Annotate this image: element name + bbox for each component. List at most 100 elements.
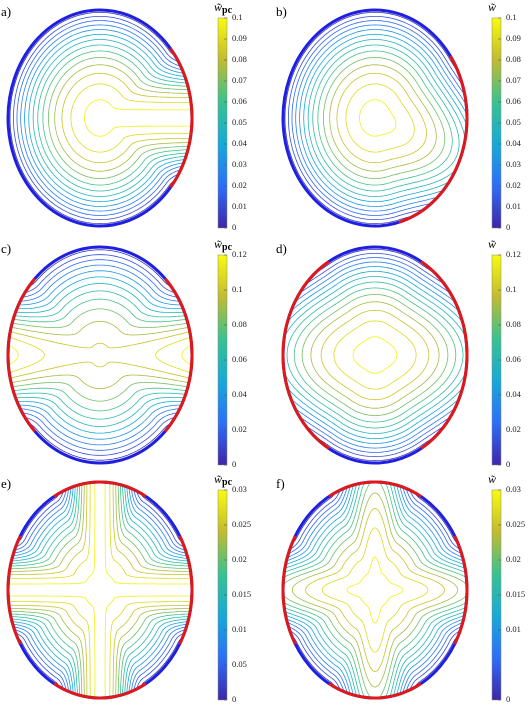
contours bbox=[283, 482, 467, 698]
contour-line bbox=[8, 482, 192, 698]
colorbar-tick-label: 0.09 bbox=[506, 33, 521, 43]
boundary-supported bbox=[53, 480, 147, 498]
colorbar-title: w̃pc bbox=[214, 472, 233, 489]
contour-line bbox=[346, 556, 404, 624]
contour-line bbox=[8, 482, 192, 698]
colorbar-symbol: w̃ bbox=[488, 0, 496, 14]
boundary-clamped bbox=[6, 8, 194, 228]
colorbar-tick-label: 0.02 bbox=[232, 180, 247, 190]
colorbar-tick-label: 0.07 bbox=[506, 75, 521, 85]
colorbar-tick-label: 0.04 bbox=[506, 389, 522, 399]
colorbar-tick-label: 0.04 bbox=[232, 138, 248, 148]
contour-line bbox=[288, 15, 467, 220]
colorbar-tick-label: 0.025 bbox=[506, 519, 525, 529]
contour-line bbox=[307, 39, 466, 197]
contour-line bbox=[283, 482, 467, 698]
contour-line bbox=[283, 261, 467, 449]
contour-line bbox=[24, 29, 192, 207]
contour-line bbox=[301, 294, 449, 416]
colorbar-tick-label: 0.025 bbox=[232, 519, 251, 529]
contour-line bbox=[8, 270, 192, 440]
boundary-supported bbox=[169, 47, 194, 189]
colorbar-tick-label: 0 bbox=[506, 459, 510, 469]
panel: d) w̃ 0 0.02 0.04 0.06 0.08 0.1 0.12 bbox=[276, 237, 522, 469]
contour-line bbox=[16, 20, 192, 216]
colorbar-tick-label: 0.04 bbox=[232, 389, 248, 399]
colorbar-tick-label: 0.1 bbox=[232, 284, 243, 294]
colorbar-tick-label: 0.02 bbox=[506, 554, 521, 564]
boundary-supported bbox=[53, 682, 147, 700]
colorbar-tick-label: 0 bbox=[232, 694, 236, 704]
contour-line bbox=[42, 50, 192, 186]
colorbar-tick-label: 0.03 bbox=[232, 484, 247, 494]
panel: f) w̃ 0 0.01 0.015 0.02 0.025 0.03 bbox=[276, 472, 525, 704]
contour-line bbox=[283, 270, 467, 440]
contour-line bbox=[283, 482, 467, 698]
colorbar-tick-label: 0.06 bbox=[506, 96, 521, 106]
contour-line bbox=[8, 482, 192, 698]
panel: e) w̃pc 0 0.05 0.01 0.015 0.02 0.025 0.03 bbox=[1, 472, 251, 704]
contour-line bbox=[352, 336, 398, 374]
colorbar-tick-label: 0.01 bbox=[506, 624, 521, 634]
contour-line bbox=[8, 290, 192, 420]
boundary-supported bbox=[398, 55, 469, 224]
colorbar-tick-label: 0.07 bbox=[232, 75, 247, 85]
contours bbox=[8, 249, 192, 461]
contour-line bbox=[8, 308, 192, 402]
contour-line bbox=[8, 259, 192, 451]
panel-label: d) bbox=[276, 241, 287, 256]
colorbar-tick-label: 0 bbox=[506, 694, 510, 704]
contour-line bbox=[312, 44, 460, 192]
contour-line bbox=[8, 482, 192, 698]
colorbar-subscript: pc bbox=[222, 242, 233, 253]
colorbar-tick-label: 0.015 bbox=[506, 589, 525, 599]
contour-line bbox=[293, 287, 457, 423]
panel-label: e) bbox=[1, 476, 11, 491]
colorbar-tick-label: 0.01 bbox=[506, 201, 521, 211]
boundary-clamped bbox=[281, 480, 469, 700]
boundary-supported bbox=[6, 277, 37, 433]
colorbar-tick-label: 0.12 bbox=[232, 249, 247, 259]
contour-line bbox=[321, 527, 429, 653]
contour-line bbox=[8, 482, 192, 698]
contour-line bbox=[9, 11, 192, 225]
colorbar-tick-label: 0.08 bbox=[506, 54, 521, 64]
boundary-supported bbox=[178, 535, 194, 645]
contour-line bbox=[8, 482, 192, 698]
colorbar-tick-label: 0.03 bbox=[506, 484, 521, 494]
contour-line bbox=[283, 482, 467, 698]
colorbar-symbol: w̃ bbox=[488, 472, 496, 486]
contour-line bbox=[8, 320, 192, 390]
colorbar-tick-label: 0.08 bbox=[232, 319, 247, 329]
colorbar-tick-label: 0.12 bbox=[506, 249, 521, 259]
colorbar-tick-label: 0.06 bbox=[506, 354, 521, 364]
colorbar-symbol: w̃ bbox=[214, 472, 222, 486]
colorbar-title: w̃pc bbox=[214, 0, 233, 16]
contour-line bbox=[8, 482, 192, 698]
contour-line bbox=[8, 482, 192, 698]
contours bbox=[8, 482, 192, 698]
contour-line bbox=[317, 50, 453, 186]
panel-label: a) bbox=[1, 4, 11, 19]
contour-line bbox=[8, 482, 192, 698]
contour-line bbox=[283, 257, 467, 453]
contour-line bbox=[283, 482, 467, 698]
contour-line bbox=[336, 72, 427, 164]
contour-line bbox=[8, 276, 192, 434]
contour-line bbox=[295, 24, 467, 212]
colorbar-tick-label: 0 bbox=[506, 222, 510, 232]
contour-line bbox=[8, 329, 192, 381]
colorbar-tick-label: 0.02 bbox=[506, 180, 521, 190]
colorbar-title: w̃ bbox=[488, 472, 496, 486]
colorbar-tick-label: 0.02 bbox=[232, 554, 247, 564]
colorbar-tick-label: 0.01 bbox=[232, 624, 247, 634]
colorbar-subscript: pc bbox=[222, 5, 233, 16]
colorbar-symbol: w̃ bbox=[488, 237, 496, 251]
contour-line bbox=[329, 64, 437, 172]
contour-line bbox=[54, 64, 192, 172]
contour-line bbox=[61, 72, 192, 164]
contour-line bbox=[283, 482, 467, 698]
contour-line bbox=[286, 281, 464, 429]
colorbar-tick-label: 0.03 bbox=[232, 159, 247, 169]
colorbar-tick-label: 0.02 bbox=[232, 424, 247, 434]
